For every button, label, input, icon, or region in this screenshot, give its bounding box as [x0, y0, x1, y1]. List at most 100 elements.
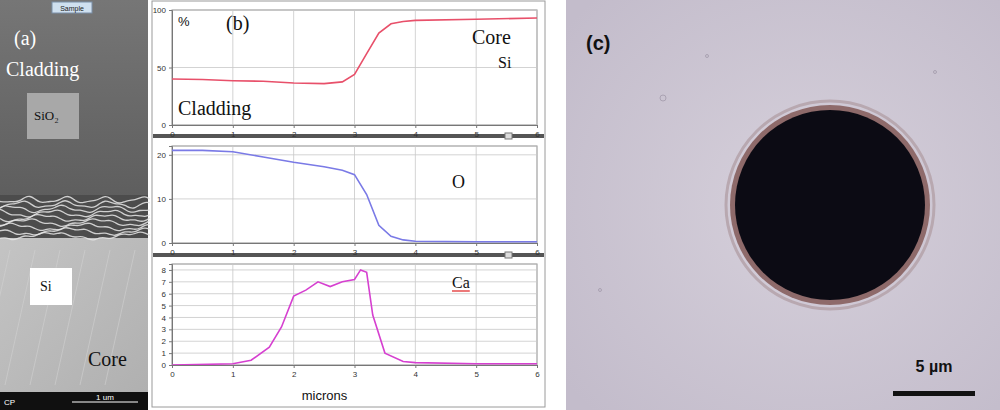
tick: 5: [162, 302, 172, 311]
tick-mark: [169, 329, 172, 330]
tick-label: 4: [414, 248, 419, 257]
info-bar: [0, 392, 148, 410]
material-label: Si: [40, 279, 52, 294]
tick: 5: [474, 243, 479, 257]
tick-label: 1: [231, 370, 236, 379]
annotation: Core: [472, 26, 511, 48]
tick-mark: [476, 243, 477, 246]
separator-handle: [505, 133, 512, 139]
tick-mark: [169, 353, 172, 354]
grid-line: [476, 146, 477, 243]
y-axis: 012345678: [162, 265, 173, 371]
tick: 6: [162, 290, 172, 299]
tick-label: 3: [353, 130, 358, 139]
scale-label: 1 um: [96, 393, 114, 402]
tick-label: 0: [162, 361, 167, 370]
tick-mark: [537, 125, 538, 128]
grid-line: [293, 264, 294, 365]
tick-label: 6: [535, 370, 540, 379]
tick-mark: [169, 10, 172, 11]
axis-title: %: [178, 14, 190, 29]
grid-line: [537, 264, 538, 365]
panel-a: Sample(a)CladdingSiO₂SiCoreCP1 um: [0, 0, 150, 410]
tick: 4: [414, 243, 419, 257]
tick: 6: [535, 125, 540, 139]
separator-handle: [505, 252, 512, 258]
y-axis: 0 10 20: [157, 147, 172, 249]
tick: 5: [474, 125, 479, 139]
tick-label: 4: [162, 314, 167, 323]
tick-mark: [294, 243, 295, 246]
speck: [706, 55, 709, 58]
grid-line: [172, 305, 537, 306]
data-line: [172, 270, 537, 365]
texture: [0, 205, 150, 212]
figure: Sample(a)CladdingSiO₂SiCoreCP1 um0123456…: [0, 0, 1000, 410]
plot: 012345601020: [157, 146, 540, 257]
tick-label: 7: [162, 278, 167, 287]
tick-mark: [537, 243, 538, 246]
tick-mark: [169, 270, 172, 271]
tick: 2: [292, 125, 297, 139]
tick-label: 20: [157, 151, 166, 160]
annotation: Cladding: [178, 97, 251, 120]
label-box: [30, 268, 72, 305]
tick: 2: [292, 365, 297, 379]
x-axis: 0123456: [170, 365, 540, 379]
tick-label: 6: [535, 130, 540, 139]
tick: 0: [170, 365, 175, 379]
cladding-region: [0, 0, 148, 198]
tick-mark: [169, 68, 172, 69]
axis-line: [169, 147, 173, 244]
grid-line: [172, 353, 537, 354]
region-label: Cladding: [6, 58, 79, 81]
tick: 0: [170, 243, 175, 257]
tick: 3: [353, 365, 358, 379]
series-label: O: [452, 172, 465, 192]
grid-line: [172, 281, 537, 282]
tick-label: 0: [162, 239, 167, 248]
tick-mark: [415, 125, 416, 128]
grid-line: [172, 329, 537, 330]
grid-line: [172, 154, 537, 155]
fiber-ring: [730, 105, 930, 305]
tick: 0: [170, 125, 175, 139]
tick-label: 4: [414, 130, 419, 139]
tick: 50: [157, 64, 172, 73]
panel-frame: [152, 1, 545, 407]
grid-line: [232, 264, 233, 365]
tick: 10: [157, 195, 172, 204]
tick-mark: [169, 306, 172, 307]
speck: [934, 71, 937, 74]
tick-mark: [169, 365, 172, 366]
axis-title: microns: [302, 388, 348, 403]
tick: 8: [162, 266, 172, 275]
grid-line: [476, 264, 477, 365]
tick: 20: [157, 151, 172, 160]
material-label: SiO₂: [34, 108, 59, 123]
separator: [153, 253, 544, 257]
tick-mark: [476, 125, 477, 128]
tick: 4: [414, 125, 419, 139]
marks: [172, 150, 537, 241]
tick-label: 3: [353, 370, 358, 379]
axis-line: [173, 244, 538, 247]
tick-label: 6: [535, 248, 540, 257]
tick-mark: [294, 125, 295, 128]
axis-line: [173, 126, 538, 129]
tick-label: 5: [474, 370, 479, 379]
marks: [172, 270, 537, 365]
tick: 1: [162, 349, 172, 358]
tick: 1: [231, 243, 236, 257]
scale-label: 5 µm: [916, 358, 953, 375]
tick: 0: [162, 361, 172, 370]
tick-mark: [233, 243, 234, 246]
panel-label: (a): [14, 27, 36, 50]
grid-line: [354, 146, 355, 243]
texture: [0, 209, 150, 217]
data-line: [172, 150, 537, 241]
panel-c: (c)5 µm: [566, 0, 1000, 410]
core-region: [0, 238, 148, 392]
fiber-core: [735, 110, 925, 300]
plot: 0123456012345678: [162, 264, 541, 379]
